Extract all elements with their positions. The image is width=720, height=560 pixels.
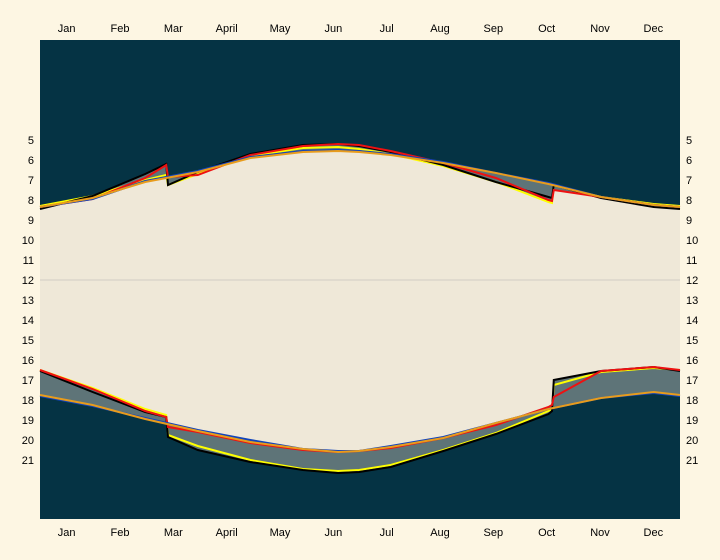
month-label-bottom: Nov [590,527,610,539]
month-label-top: Nov [590,23,610,35]
hour-label-right: 19 [686,415,698,427]
hour-axis-right: 5 6 7 8 9 10 11 12 13 14 15 16 17 18 19 20 21 [686,135,698,467]
month-label-bottom: April [216,527,238,539]
hour-label-left: 6 [28,155,34,167]
hour-label-left: 15 [22,335,34,347]
sunrise-line-orange [39,149,681,208]
hour-label-right: 17 [686,375,698,387]
hour-label-left: 10 [22,235,34,247]
hour-label-right: 14 [686,315,698,327]
hour-label-right: 5 [686,135,692,147]
hour-label-left: 9 [28,215,34,227]
hour-label-right: 18 [686,395,698,407]
hour-label-left: 5 [28,135,34,147]
hour-label-right: 13 [686,295,698,307]
hour-label-left: 14 [22,315,34,327]
month-axis-top: Jan Feb Mar April May Jun Jul Aug Sep Oct Nov Dec [58,23,664,35]
hour-label-left: 8 [28,195,34,207]
month-label-top: Aug [430,23,450,35]
hour-label-left: 19 [22,415,34,427]
hour-label-left: 11 [23,255,34,267]
month-label-bottom: May [270,527,291,539]
hour-label-right: 7 [686,175,692,187]
hour-label-right: 8 [686,195,692,207]
month-label-top: Oct [538,23,555,35]
month-label-bottom: Dec [644,527,664,539]
hour-label-right: 9 [686,215,692,227]
month-label-top: Dec [644,23,664,35]
month-label-top: May [270,23,291,35]
hour-axis-left: 5 6 7 8 9 10 11 12 13 14 15 16 17 18 19 20 21 [22,135,34,467]
plot-area [39,40,681,519]
month-label-top: Mar [164,23,183,35]
month-label-bottom: Feb [111,527,130,539]
hour-label-left: 18 [22,395,34,407]
hour-label-right: 21 [686,455,698,467]
sunrise-line-red [39,142,681,208]
hour-label-right: 15 [686,335,698,347]
month-label-bottom: Jan [58,527,76,539]
month-label-top: Feb [111,23,130,35]
hour-label-left: 17 [22,375,34,387]
hour-label-left: 7 [28,175,34,187]
sunset-line-orange [39,390,681,454]
hour-label-right: 11 [686,255,697,267]
hour-label-left: 16 [22,355,34,367]
month-label-bottom: Jul [380,527,394,539]
hour-label-right: 20 [686,435,698,447]
hour-label-right: 16 [686,355,698,367]
hour-label-right: 6 [686,155,692,167]
hour-label-left: 21 [22,455,34,467]
hour-label-left: 13 [22,295,34,307]
month-label-top: Jan [58,23,76,35]
month-label-top: Jun [324,23,342,35]
core-daylight-band [40,151,680,451]
month-label-bottom: Oct [538,527,555,539]
month-label-bottom: Jun [324,527,342,539]
hour-label-left: 20 [22,435,34,447]
hour-label-right: 10 [686,235,698,247]
month-label-top: April [216,23,238,35]
month-label-bottom: Sep [484,527,504,539]
month-label-bottom: Mar [164,527,183,539]
hour-label-right: 12 [686,275,698,287]
month-label-top: Jul [380,23,394,35]
month-axis-bottom: Jan Feb Mar April May Jun Jul Aug Sep Oct Nov Dec [58,527,664,539]
month-label-bottom: Aug [430,527,450,539]
hour-label-left: 12 [22,275,34,287]
month-label-top: Sep [484,23,504,35]
